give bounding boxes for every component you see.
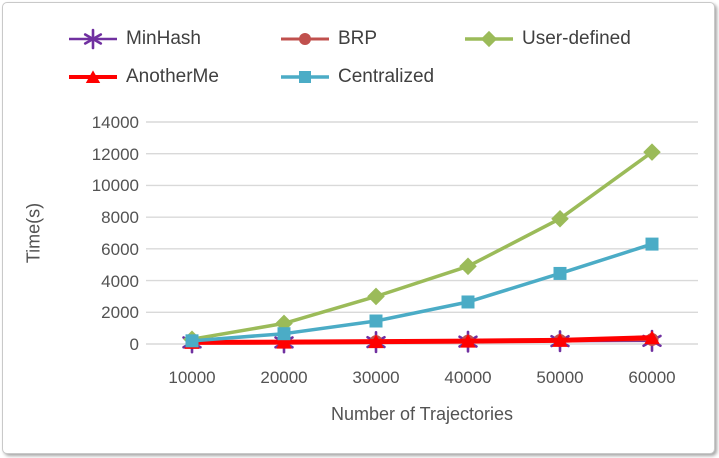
series-line bbox=[190, 150, 654, 341]
x-tick-label: 60000 bbox=[628, 368, 676, 387]
data-point-marker bbox=[185, 334, 199, 348]
legend-label-centralized: Centralized bbox=[338, 66, 435, 87]
x-tick-label: 50000 bbox=[536, 368, 584, 387]
legend-item-brp: BRP bbox=[281, 25, 377, 53]
data-point-marker bbox=[552, 333, 568, 347]
y-axis-title: Time(s) bbox=[23, 202, 44, 264]
legend-label-minhash: MinHash bbox=[126, 28, 201, 49]
anotherme-line-marker-icon bbox=[69, 70, 117, 83]
data-point-marker bbox=[83, 33, 103, 45]
x-tick-label: 10000 bbox=[168, 368, 216, 387]
chart-frame: MinHash BRP User-defined AnotherMe Centr… bbox=[2, 2, 715, 454]
data-point-marker bbox=[643, 143, 661, 161]
series-line bbox=[189, 335, 655, 345]
data-point-marker bbox=[369, 314, 383, 328]
y-tick-label: 0 bbox=[129, 335, 139, 354]
legend-item-anotherme: AnotherMe bbox=[69, 63, 219, 91]
y-tick-label: 4000 bbox=[101, 271, 139, 291]
legend-label-user-defined: User-defined bbox=[522, 28, 631, 49]
minhash-line-marker-icon bbox=[69, 28, 117, 50]
brp-line-marker-icon bbox=[281, 33, 329, 45]
series-anotherme bbox=[184, 330, 660, 349]
data-point-marker bbox=[461, 295, 475, 309]
x-tick-label: 20000 bbox=[260, 368, 308, 387]
data-point-marker bbox=[551, 209, 569, 228]
legend-item-minhash: MinHash bbox=[69, 25, 201, 53]
data-point-marker bbox=[277, 327, 291, 341]
data-point-marker bbox=[299, 71, 311, 83]
x-tick-label: 40000 bbox=[444, 368, 492, 387]
legend-label-anotherme: AnotherMe bbox=[126, 66, 219, 87]
data-point-marker bbox=[459, 257, 477, 276]
series-line bbox=[190, 242, 654, 343]
x-axis-title: Number of Trajectories bbox=[330, 404, 514, 424]
user-defined-line-marker-icon bbox=[465, 30, 513, 48]
data-point-marker bbox=[85, 70, 101, 83]
legend-item-user-defined: User-defined bbox=[465, 25, 631, 53]
data-point-marker bbox=[368, 334, 384, 349]
data-point-marker bbox=[553, 266, 567, 280]
series-centralized bbox=[185, 237, 659, 348]
x-tick-label: 30000 bbox=[352, 368, 400, 387]
data-point-marker bbox=[299, 33, 311, 45]
data-point-marker bbox=[367, 287, 385, 306]
plot-area bbox=[146, 121, 698, 354]
y-tick-label: 8000 bbox=[101, 208, 139, 228]
y-tick-label: 14000 bbox=[91, 113, 139, 132]
data-point-marker bbox=[644, 330, 660, 345]
y-tick-label: 10000 bbox=[91, 176, 139, 196]
y-tick-label: 2000 bbox=[101, 303, 139, 323]
data-point-marker bbox=[480, 30, 498, 48]
y-tick-label: 12000 bbox=[91, 144, 139, 164]
series-user-defined bbox=[183, 143, 661, 349]
legend-item-centralized: Centralized bbox=[281, 63, 434, 91]
centralized-line-marker-icon bbox=[281, 71, 329, 83]
data-point-marker bbox=[460, 333, 476, 348]
legend-label-brp: BRP bbox=[338, 28, 378, 49]
data-point-marker bbox=[276, 334, 292, 349]
data-point-marker bbox=[645, 237, 659, 251]
y-tick-label: 6000 bbox=[101, 239, 139, 259]
